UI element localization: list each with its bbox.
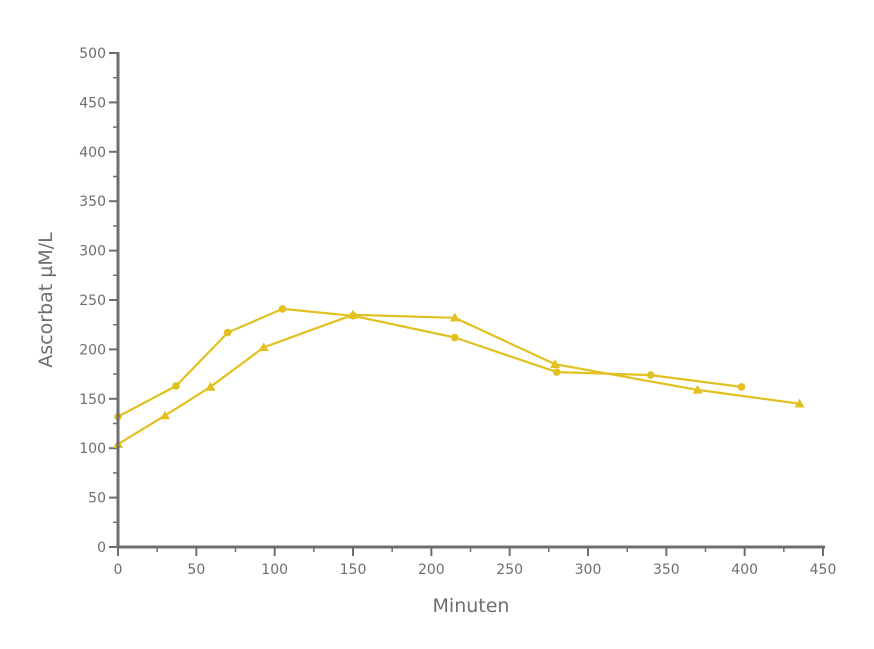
circle-marker bbox=[737, 383, 746, 391]
y-tick-label: 200 bbox=[79, 342, 106, 358]
y-tick-label: 150 bbox=[79, 392, 106, 408]
y-tick-label: 300 bbox=[79, 244, 106, 260]
y-tick-label: 450 bbox=[79, 95, 106, 111]
x-tick-label: 0 bbox=[114, 562, 123, 578]
y-tick-label: 100 bbox=[79, 441, 106, 457]
circle-marker bbox=[646, 371, 655, 379]
triangle-marker bbox=[794, 398, 805, 408]
series-layer bbox=[113, 305, 805, 448]
x-tick-label: 450 bbox=[810, 562, 837, 578]
y-tick-label: 0 bbox=[97, 540, 106, 556]
series-line bbox=[117, 313, 800, 446]
circle-marker bbox=[552, 368, 561, 376]
series-line bbox=[117, 307, 742, 418]
y-axis-title: Ascorbat µM/L bbox=[35, 232, 57, 368]
y-tick-label: 350 bbox=[79, 194, 106, 210]
circle-marker bbox=[172, 382, 180, 390]
y-tick-label: 250 bbox=[79, 293, 106, 309]
x-tick-label: 400 bbox=[731, 562, 758, 578]
x-tick-label: 200 bbox=[418, 562, 445, 578]
circle-marker bbox=[278, 305, 287, 313]
y-tick-label: 400 bbox=[79, 145, 106, 161]
series-1 bbox=[114, 305, 746, 421]
circle-marker bbox=[223, 328, 232, 337]
x-tick-label: 250 bbox=[496, 562, 523, 578]
x-axis-title: Minuten bbox=[433, 595, 510, 617]
triangle-marker bbox=[160, 410, 170, 420]
triangle-marker bbox=[692, 384, 703, 394]
x-tick-label: 150 bbox=[340, 562, 367, 578]
triangle-marker bbox=[348, 309, 358, 319]
y-tick-label: 50 bbox=[88, 491, 106, 507]
series-2 bbox=[113, 309, 805, 448]
triangle-marker bbox=[550, 359, 561, 368]
triangle-marker bbox=[449, 312, 460, 322]
x-tick-label: 350 bbox=[653, 562, 680, 578]
circle-marker bbox=[451, 333, 459, 342]
triangle-marker bbox=[258, 342, 269, 352]
ticks-layer: 0 50 100 150 200 250 300 350 400 450 500 0 50 100 150 2… bbox=[79, 46, 836, 578]
x-tick-label: 50 bbox=[187, 562, 205, 578]
y-tick-label: 500 bbox=[79, 46, 106, 62]
x-tick-label: 300 bbox=[575, 562, 602, 578]
x-tick-label: 100 bbox=[261, 562, 288, 578]
triangle-marker bbox=[205, 381, 216, 391]
